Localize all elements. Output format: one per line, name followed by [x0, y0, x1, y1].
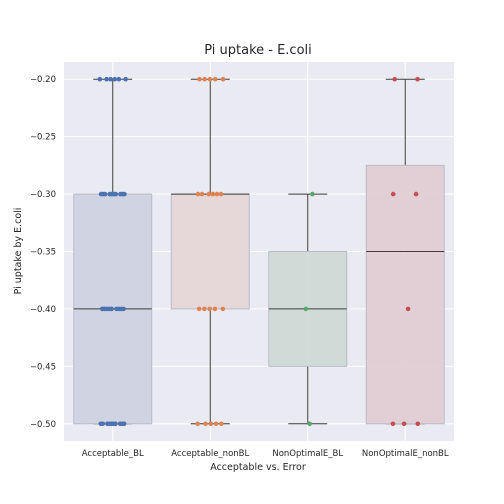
data-point	[108, 76, 114, 82]
data-point	[195, 421, 200, 427]
data-point	[413, 191, 419, 197]
x-axis-label: Acceptable vs. Error	[210, 462, 306, 473]
box-NonOptimalE_nonBL	[365, 78, 445, 425]
x-tick-label: Acceptable_BL	[82, 449, 144, 459]
data-point	[415, 421, 421, 427]
data-point	[104, 76, 109, 82]
data-point	[196, 306, 202, 312]
data-point	[207, 76, 213, 82]
data-point	[220, 76, 226, 82]
data-point	[310, 191, 315, 197]
data-point	[116, 76, 122, 82]
data-point	[197, 76, 202, 82]
data-point	[113, 421, 118, 427]
data-point	[121, 421, 127, 427]
x-tick-label: Acceptable_nonBL	[171, 449, 249, 459]
data-point	[199, 191, 205, 197]
y-tick-label: −0.20	[30, 75, 56, 85]
data-point	[213, 421, 219, 427]
data-point	[392, 76, 398, 82]
data-point	[121, 306, 126, 312]
tick-layer: −0.20 −0.25 −0.30 −0.35 −0.40 −0.45 −0.50 Accep…	[30, 75, 449, 459]
y-tick-label: −0.40	[30, 305, 56, 315]
data-point	[207, 306, 212, 312]
data-point	[195, 191, 201, 197]
box-Acceptable_nonBL	[170, 78, 250, 425]
data-point	[109, 306, 114, 312]
data-point	[415, 76, 420, 82]
data-point	[212, 306, 218, 312]
data-point	[212, 76, 218, 82]
y-tick-label: −0.35	[30, 248, 56, 258]
data-point	[113, 191, 119, 197]
y-axis-label: Pi uptake by E.coli	[13, 208, 24, 295]
x-tick-label: NonOptimalE_nonBL	[362, 449, 449, 459]
chart-title: Pi uptake - E.coli	[204, 43, 312, 58]
data-point	[220, 306, 226, 312]
y-tick-label: −0.25	[30, 133, 56, 143]
data-point	[390, 421, 396, 427]
box-layer	[73, 78, 445, 425]
data-point	[390, 191, 396, 197]
data-point	[307, 421, 312, 427]
data-point	[219, 421, 224, 427]
y-tick-label: −0.50	[30, 420, 56, 430]
data-point	[112, 76, 118, 82]
y-tick-label: −0.30	[30, 190, 56, 200]
data-point	[203, 421, 208, 427]
y-tick-label: −0.45	[30, 362, 56, 372]
data-point	[218, 191, 224, 197]
data-point	[206, 191, 212, 197]
data-point	[401, 421, 407, 427]
data-point	[214, 191, 220, 197]
box-iqr	[365, 164, 445, 425]
data-point	[100, 421, 106, 427]
x-tick-label: NonOptimalE_BL	[272, 449, 343, 459]
point-layer	[97, 76, 421, 427]
data-point	[102, 191, 108, 197]
data-point	[210, 191, 216, 197]
data-point	[202, 76, 207, 82]
data-point	[303, 306, 309, 312]
data-point	[97, 76, 103, 82]
box-iqr	[170, 193, 250, 310]
data-point	[123, 76, 128, 82]
data-point	[122, 191, 127, 197]
data-point	[405, 306, 411, 312]
data-point	[208, 421, 214, 427]
data-point	[202, 306, 207, 312]
